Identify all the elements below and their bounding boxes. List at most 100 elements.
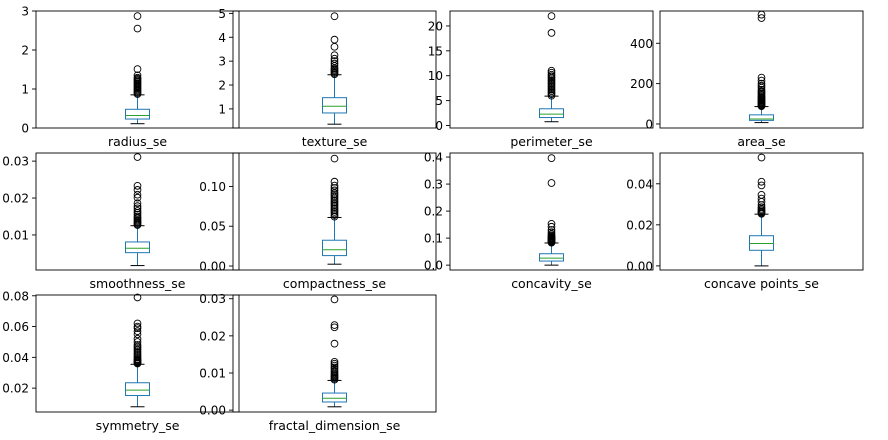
x-axis-label: symmetry_se bbox=[96, 418, 180, 433]
y-tick-label: 0.0 bbox=[424, 259, 443, 273]
chart-fractal_dimension_se: 0.00 0.01 0.02 0.03 fractal_dimension_se bbox=[199, 292, 437, 433]
iqr-box bbox=[125, 382, 150, 397]
outlier-point bbox=[133, 338, 142, 346]
chart-area_se: 0 200 400 area_se bbox=[630, 10, 864, 149]
outlier-point bbox=[757, 153, 766, 162]
y-tick-label: 0 bbox=[435, 119, 443, 133]
outlier-point bbox=[547, 230, 556, 238]
outlier-point bbox=[757, 85, 766, 94]
outlier-point bbox=[330, 35, 339, 44]
outlier-point bbox=[133, 341, 142, 349]
x-axis-label: radius_se bbox=[108, 134, 167, 149]
outlier-point bbox=[330, 358, 339, 366]
iqr-box bbox=[322, 392, 347, 403]
outlier-point bbox=[133, 207, 142, 215]
plot-frame bbox=[232, 10, 437, 129]
outlier-point bbox=[133, 65, 142, 73]
outlier-point bbox=[330, 186, 339, 195]
outlier-point bbox=[133, 210, 142, 219]
outlier-point bbox=[547, 68, 556, 77]
y-tick-label: 0.02 bbox=[199, 329, 226, 343]
iqr-box bbox=[539, 108, 564, 119]
outlier-point bbox=[133, 73, 142, 82]
plot-frame bbox=[35, 10, 240, 129]
y-tick-label: 0.02 bbox=[2, 382, 29, 396]
x-axis-label: smoothness_se bbox=[90, 276, 186, 291]
chart-concavity_se: 0.0 0.1 0.2 0.3 0.4 concavity_se bbox=[424, 151, 654, 291]
outlier-point bbox=[330, 321, 339, 329]
outlier-point bbox=[757, 181, 766, 190]
outlier-point bbox=[133, 319, 142, 328]
plot-frame bbox=[232, 294, 437, 413]
y-tick-label: 0.03 bbox=[2, 155, 29, 169]
y-tick-label: 0.02 bbox=[2, 192, 29, 206]
outlier-point bbox=[133, 199, 142, 208]
outlier-point bbox=[757, 177, 766, 186]
outlier-point bbox=[330, 361, 339, 370]
y-tick-label: 3 bbox=[21, 5, 29, 19]
y-tick-label: 20 bbox=[428, 19, 443, 33]
y-tick-label: 0.00 bbox=[199, 260, 226, 274]
outlier-point bbox=[757, 203, 766, 212]
y-tick-label: 400 bbox=[630, 37, 653, 51]
outlier-point bbox=[330, 51, 339, 60]
outlier-point bbox=[133, 204, 142, 213]
outlier-point bbox=[330, 42, 339, 51]
outlier-point bbox=[757, 79, 766, 88]
outlier-point bbox=[547, 228, 556, 237]
outlier-point bbox=[133, 327, 142, 336]
y-tick-label: 10 bbox=[428, 69, 443, 83]
outlier-point bbox=[330, 367, 339, 375]
outlier-point bbox=[547, 12, 556, 20]
x-axis-label: area_se bbox=[737, 134, 786, 149]
outlier-point bbox=[330, 295, 339, 304]
outlier-point bbox=[133, 335, 142, 343]
outlier-point bbox=[757, 14, 766, 22]
y-tick-label: 1 bbox=[218, 102, 226, 116]
outlier-point bbox=[330, 154, 339, 163]
outlier-point bbox=[133, 186, 142, 194]
outlier-point bbox=[133, 181, 142, 190]
y-tick-label: 0.01 bbox=[2, 228, 29, 242]
y-tick-label: 0 bbox=[645, 117, 653, 131]
outlier-point bbox=[330, 323, 339, 332]
outlier-point bbox=[133, 153, 142, 161]
outlier-point bbox=[547, 222, 556, 231]
y-tick-label: 0.2 bbox=[424, 205, 443, 219]
y-tick-label: 0.05 bbox=[199, 220, 226, 234]
outlier-point bbox=[330, 54, 339, 63]
plot-frame bbox=[35, 294, 240, 413]
outlier-point bbox=[330, 359, 339, 368]
x-axis-label: compactness_se bbox=[283, 276, 386, 291]
outlier-point bbox=[133, 190, 142, 199]
iqr-box bbox=[539, 253, 564, 262]
outlier-point bbox=[547, 154, 556, 162]
y-tick-label: 1 bbox=[21, 83, 29, 97]
x-axis-label: fractal_dimension_se bbox=[269, 418, 401, 433]
y-tick-label: 5 bbox=[435, 94, 443, 108]
iqr-box bbox=[322, 97, 347, 114]
plot-frame bbox=[449, 10, 654, 129]
outlier-point bbox=[757, 76, 766, 85]
outlier-point bbox=[133, 212, 142, 221]
outlier-point bbox=[757, 194, 766, 203]
y-tick-label: 0.00 bbox=[199, 404, 226, 418]
chart-radius_se: 0 1 2 3 radius_se bbox=[21, 5, 240, 149]
outlier-point bbox=[757, 191, 766, 199]
outlier-point bbox=[330, 181, 339, 190]
outlier-point bbox=[330, 12, 339, 21]
outlier-point bbox=[133, 293, 142, 302]
x-axis-label: texture_se bbox=[302, 134, 368, 149]
y-tick-label: 0.10 bbox=[199, 180, 226, 194]
chart-perimeter_se: 0 5 10 15 20 perimeter_se bbox=[428, 10, 654, 149]
y-tick-label: 200 bbox=[630, 77, 653, 91]
outlier-point bbox=[330, 177, 339, 186]
outlier-point bbox=[757, 81, 766, 90]
outlier-point bbox=[757, 73, 766, 82]
y-tick-label: 0.4 bbox=[424, 151, 443, 165]
x-axis-label: concavity_se bbox=[511, 276, 592, 291]
outlier-point bbox=[757, 10, 766, 19]
outlier-point bbox=[330, 59, 339, 68]
y-tick-label: 0.02 bbox=[626, 218, 653, 232]
y-tick-label: 0.04 bbox=[626, 177, 653, 191]
